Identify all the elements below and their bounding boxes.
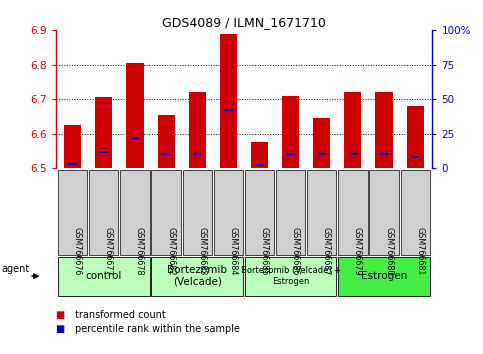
Text: control: control xyxy=(85,271,122,281)
Bar xyxy=(193,153,201,155)
Bar xyxy=(380,153,388,155)
Bar xyxy=(99,150,108,153)
Bar xyxy=(375,92,393,168)
Text: Estrogen: Estrogen xyxy=(361,271,407,281)
Bar xyxy=(344,92,361,168)
Text: ■: ■ xyxy=(56,324,65,334)
Bar xyxy=(407,106,424,168)
Text: ■: ■ xyxy=(56,310,65,320)
Text: GSM766682: GSM766682 xyxy=(166,227,175,276)
Bar xyxy=(220,34,237,168)
Title: GDS4089 / ILMN_1671710: GDS4089 / ILMN_1671710 xyxy=(162,16,326,29)
Bar xyxy=(157,115,175,168)
Text: transformed count: transformed count xyxy=(75,310,166,320)
Text: GSM766679: GSM766679 xyxy=(353,227,362,276)
Text: GSM766684: GSM766684 xyxy=(228,227,237,275)
Text: GSM766681: GSM766681 xyxy=(415,227,424,275)
Text: GSM766683: GSM766683 xyxy=(197,227,206,275)
Bar xyxy=(286,153,295,155)
Text: GSM766685: GSM766685 xyxy=(259,227,269,276)
Text: Bortezomib (Velcade) +
Estrogen: Bortezomib (Velcade) + Estrogen xyxy=(241,267,341,286)
Text: GSM766677: GSM766677 xyxy=(104,227,113,276)
Bar xyxy=(162,153,170,155)
Bar xyxy=(317,153,326,155)
Bar xyxy=(282,96,299,168)
Bar xyxy=(411,156,419,158)
Bar xyxy=(95,97,113,168)
Bar xyxy=(251,142,268,168)
Bar xyxy=(69,163,77,165)
Text: GSM766686: GSM766686 xyxy=(291,227,299,275)
Bar xyxy=(224,109,233,111)
Text: Bortezomib
(Velcade): Bortezomib (Velcade) xyxy=(167,265,227,287)
Text: agent: agent xyxy=(1,264,29,274)
Bar xyxy=(189,92,206,168)
Text: GSM766687: GSM766687 xyxy=(322,227,331,276)
Bar xyxy=(131,137,139,139)
Text: GSM766678: GSM766678 xyxy=(135,227,144,276)
Text: GSM766676: GSM766676 xyxy=(72,227,82,276)
Bar xyxy=(255,164,264,166)
Bar xyxy=(127,63,143,168)
Bar xyxy=(64,125,81,168)
Text: percentile rank within the sample: percentile rank within the sample xyxy=(75,324,240,334)
Bar xyxy=(313,118,330,168)
Text: GSM766680: GSM766680 xyxy=(384,227,393,275)
Bar xyxy=(349,153,357,155)
